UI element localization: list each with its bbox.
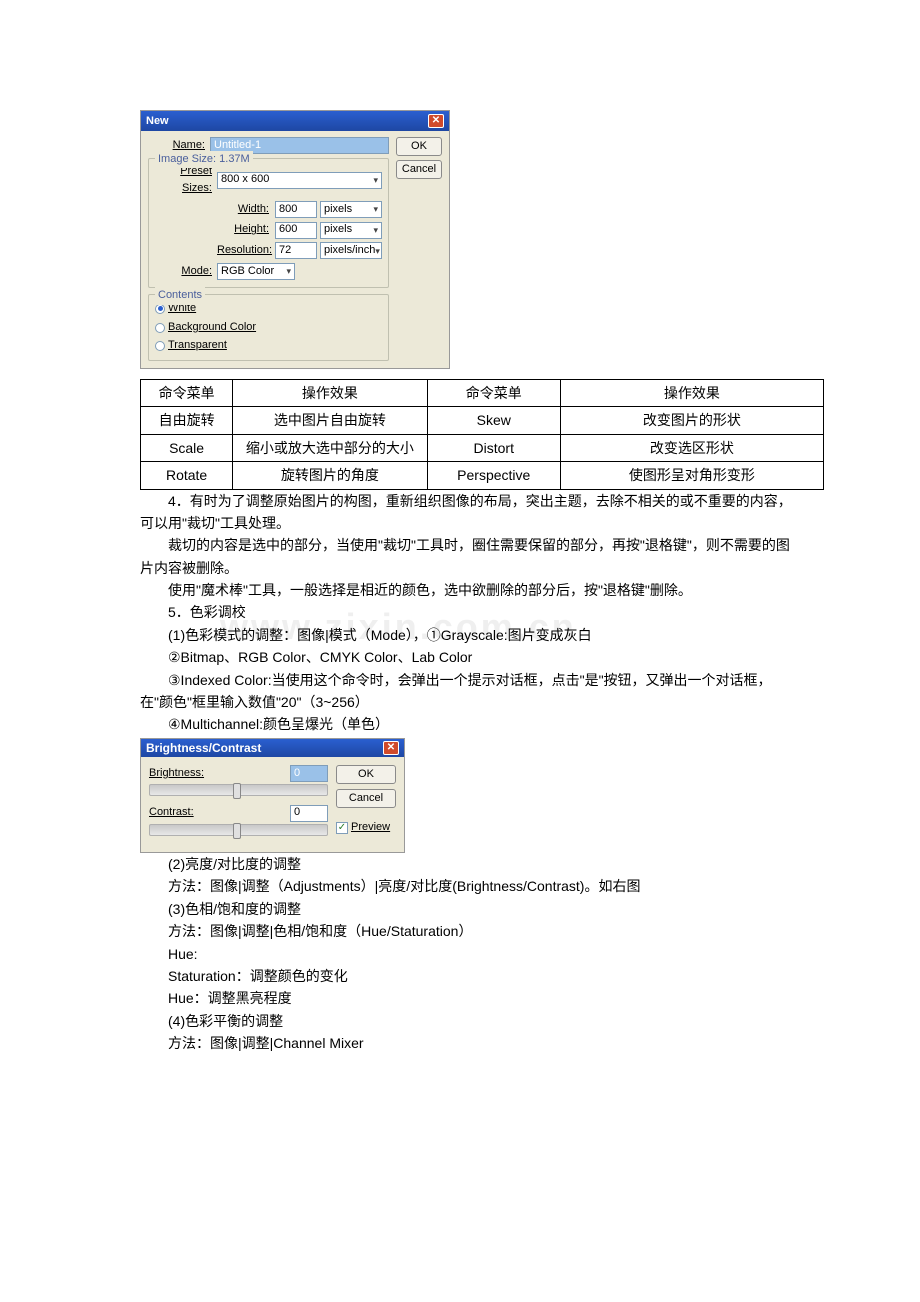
paragraph: 方法：图像|调整|色相/饱和度（Hue/Staturation）	[140, 920, 800, 942]
slider-thumb[interactable]	[233, 823, 241, 839]
radio-transparent[interactable]: Transparent	[155, 337, 382, 355]
table-cell: Scale	[141, 434, 233, 461]
table-cell: Perspective	[427, 462, 560, 489]
dialog-title: Brightness/Contrast	[146, 739, 261, 757]
checkbox-icon: ✓	[336, 822, 348, 834]
cancel-button[interactable]: Cancel	[396, 160, 442, 179]
paragraph: ③Indexed Color:当使用这个命令时，会弹出一个提示对话框，点击"是"…	[140, 669, 800, 714]
contents-fieldset: Contents White Background Color Transpar…	[148, 294, 389, 361]
table-cell: 使图形呈对角形变形	[560, 462, 823, 489]
mode-value: RGB Color	[221, 263, 274, 281]
radio-trans-label: Transparent	[168, 337, 227, 355]
paragraph: 5．色彩调校	[140, 601, 800, 623]
brightness-slider[interactable]	[149, 784, 328, 796]
brightness-contrast-dialog: Brightness/Contrast ✕ Brightness: 0 Cont…	[140, 738, 405, 853]
chevron-down-icon: ▾	[375, 244, 380, 258]
chevron-down-icon: ▾	[373, 173, 378, 187]
width-label: Width:	[217, 201, 272, 219]
chevron-down-icon: ▾	[373, 202, 378, 216]
resolution-unit-select[interactable]: pixels/inch ▾	[320, 242, 382, 259]
paragraph: ④Multichannel:颜色呈爆光（单色）	[140, 713, 800, 735]
paragraph: (1)色彩模式的调整：图像|模式（Mode），①Grayscale:图片变成灰白	[140, 624, 800, 646]
paragraph: 方法：图像|调整|Channel Mixer	[140, 1032, 800, 1054]
preset-select[interactable]: 800 x 600 ▾	[217, 172, 382, 189]
paragraph: 裁切的内容是选中的部分，当使用"裁切"工具时，圈住需要保留的部分，再按"退格键"…	[140, 534, 800, 579]
preview-label: Preview	[351, 819, 390, 837]
table-cell: Distort	[427, 434, 560, 461]
dialog-title: New	[146, 111, 169, 131]
table-row: 命令菜单 操作效果 命令菜单 操作效果	[141, 379, 824, 406]
chevron-down-icon: ▾	[373, 223, 378, 237]
table-cell: 改变选区形状	[560, 434, 823, 461]
radio-bgcolor[interactable]: Background Color	[155, 319, 382, 337]
table-row: 自由旋转 选中图片自由旋转 Skew 改变图片的形状	[141, 407, 824, 434]
resolution-input[interactable]: 72	[275, 242, 317, 259]
radio-icon	[155, 304, 165, 314]
paragraph: (4)色彩平衡的调整	[140, 1010, 800, 1032]
paragraph: Hue:	[140, 943, 800, 965]
paragraph: Hue：调整黑亮程度	[140, 987, 800, 1009]
image-size-legend: Image Size: 1.37M	[155, 151, 253, 169]
resolution-unit: pixels/inch	[324, 242, 375, 260]
dialog-titlebar[interactable]: New ✕	[141, 111, 449, 131]
table-header: 操作效果	[560, 379, 823, 406]
contents-legend: Contents	[155, 287, 205, 305]
table-row: Scale 缩小或放大选中部分的大小 Distort 改变选区形状	[141, 434, 824, 461]
height-unit: pixels	[324, 221, 352, 239]
brightness-label: Brightness:	[149, 765, 204, 783]
width-unit: pixels	[324, 201, 352, 219]
table-header: 命令菜单	[427, 379, 560, 406]
width-unit-select[interactable]: pixels ▾	[320, 201, 382, 218]
ok-button[interactable]: OK	[336, 765, 396, 784]
radio-icon	[155, 341, 165, 351]
brightness-input[interactable]: 0	[290, 765, 328, 782]
paragraph: 使用"魔术棒"工具，一般选择是相近的颜色，选中欲删除的部分后，按"退格键"删除。	[140, 579, 800, 601]
height-label: Height:	[217, 221, 272, 239]
contrast-input[interactable]: 0	[290, 805, 328, 822]
paragraph: Staturation：调整颜色的变化	[140, 965, 800, 987]
image-size-fieldset: Image Size: 1.37M Preset Sizes: 800 x 60…	[148, 158, 389, 289]
chevron-down-icon: ▾	[286, 264, 291, 278]
resolution-label: Resolution:	[217, 242, 272, 260]
slider-thumb[interactable]	[233, 783, 241, 799]
dialog-titlebar[interactable]: Brightness/Contrast ✕	[141, 739, 404, 757]
radio-bg-label: Background Color	[168, 319, 256, 337]
preview-checkbox[interactable]: ✓ Preview	[336, 819, 396, 837]
mode-label: Mode:	[155, 263, 217, 281]
table-cell: Skew	[427, 407, 560, 434]
cancel-button[interactable]: Cancel	[336, 789, 396, 808]
paragraph: 方法：图像|调整（Adjustments）|亮度/对比度(Brightness/…	[140, 875, 800, 897]
close-icon[interactable]: ✕	[383, 741, 399, 755]
table-cell: Rotate	[141, 462, 233, 489]
table-cell: 选中图片自由旋转	[233, 407, 428, 434]
table-cell: 旋转图片的角度	[233, 462, 428, 489]
paragraph: (2)亮度/对比度的调整	[140, 853, 800, 875]
command-table: 命令菜单 操作效果 命令菜单 操作效果 自由旋转 选中图片自由旋转 Skew 改…	[140, 379, 824, 490]
paragraph: (3)色相/饱和度的调整	[140, 898, 800, 920]
paragraph: ②Bitmap、RGB Color、CMYK Color、Lab Color	[140, 646, 800, 668]
table-row: Rotate 旋转图片的角度 Perspective 使图形呈对角形变形	[141, 462, 824, 489]
table-cell: 缩小或放大选中部分的大小	[233, 434, 428, 461]
table-cell: 自由旋转	[141, 407, 233, 434]
ok-button[interactable]: OK	[396, 137, 442, 156]
height-input[interactable]: 600	[275, 222, 317, 239]
radio-icon	[155, 323, 165, 333]
table-header: 命令菜单	[141, 379, 233, 406]
width-input[interactable]: 800	[275, 201, 317, 218]
preset-value: 800 x 600	[221, 171, 269, 189]
contrast-label: Contrast:	[149, 804, 194, 822]
table-header: 操作效果	[233, 379, 428, 406]
contrast-slider[interactable]	[149, 824, 328, 836]
table-cell: 改变图片的形状	[560, 407, 823, 434]
close-icon[interactable]: ✕	[428, 114, 444, 128]
mode-select[interactable]: RGB Color ▾	[217, 263, 295, 280]
paragraph: 4．有时为了调整原始图片的构图，重新组织图像的布局，突出主题，去除不相关的或不重…	[140, 490, 800, 535]
new-file-dialog: New ✕ Name: Untitled-1 Image Size: 1.37M…	[140, 110, 450, 369]
height-unit-select[interactable]: pixels ▾	[320, 222, 382, 239]
